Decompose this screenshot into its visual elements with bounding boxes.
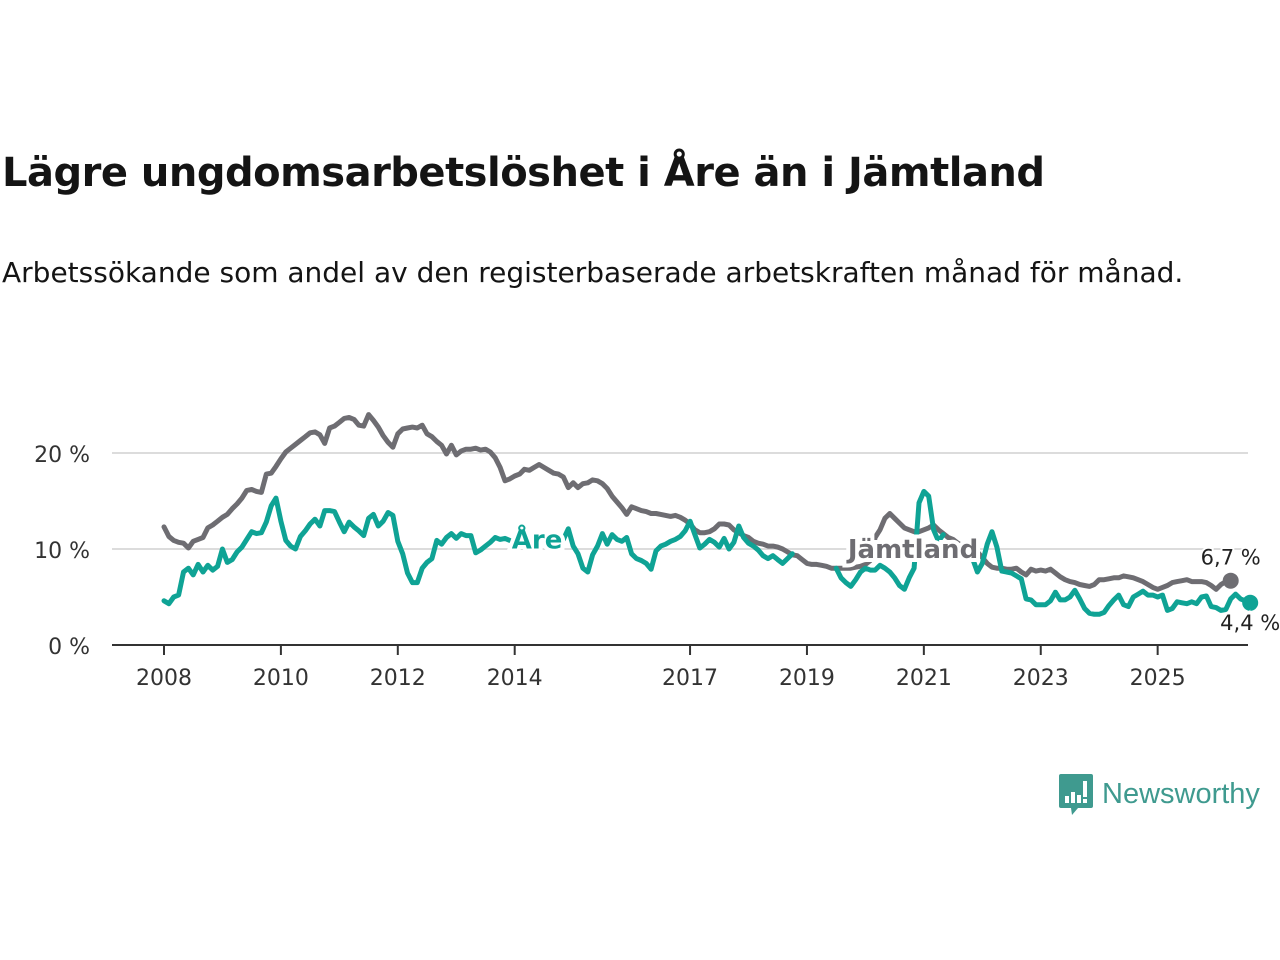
x-tick-label: 2014 [487,666,543,691]
logo-text: Newsworthy [1102,777,1260,810]
newsworthy-logo[interactable]: Newsworthy [1058,772,1260,816]
series-line-åre [161,488,1253,617]
end-value-label: 6,7 % [1201,546,1261,570]
x-tick-label: 2012 [370,666,426,691]
x-tick-label: 2017 [662,666,718,691]
series-line-jämtland [161,412,1234,592]
series-labels: Åre Jämtland 6,7 % 4,4 % [508,519,1280,636]
x-axis: 2008 2010 2012 2014 2017 2019 2021 2023 2025 [112,644,1248,691]
x-tick-label: 2008 [136,666,192,691]
x-tick-label: 2021 [896,666,952,691]
y-axis-ticks: 0 % 10 % 20 % [34,443,90,660]
x-tick-label: 2025 [1130,666,1186,691]
x-tick-label: 2010 [253,666,309,691]
y-tick-label: 10 % [34,539,90,564]
y-tick-label: 20 % [34,443,90,468]
series-name-label: Jämtland [846,535,978,565]
chart-subtitle: Arbetssökande som andel av den registerb… [2,256,1184,289]
x-tick-label: 2023 [1013,666,1069,691]
bar-chart-exclamation-icon [1059,774,1093,815]
series-name-label: Åre [512,523,563,555]
end-value-label: 4,4 % [1220,611,1280,635]
y-tick-label: 0 % [48,635,90,660]
gridlines [112,452,1248,550]
series-end-marker [1242,594,1259,611]
series-end-marker [1222,572,1239,589]
chart-title: Lägre ungdomsarbetslöshet i Åre än i Jäm… [2,150,1045,196]
x-tick-label: 2019 [779,666,835,691]
series-lines [161,412,1259,617]
